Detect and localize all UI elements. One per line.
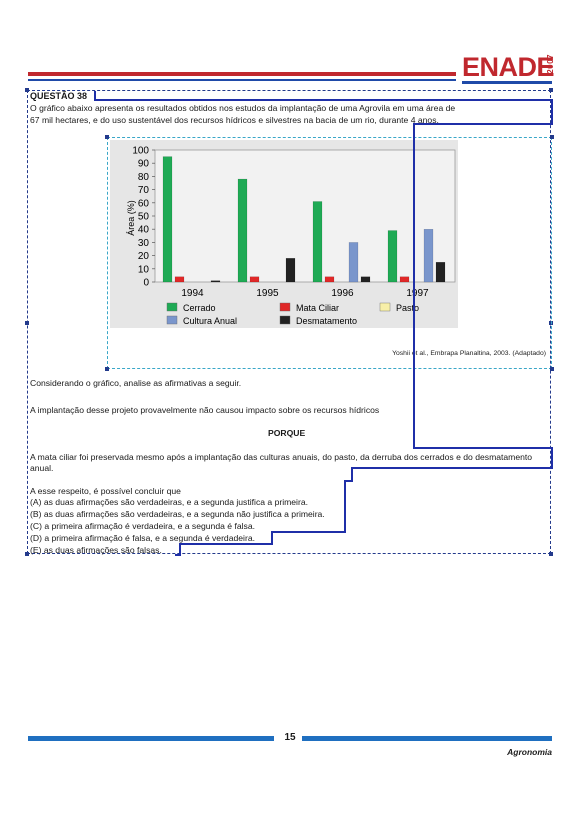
y-tick-label: 90 <box>138 159 150 170</box>
enade-logo-year: 2007 <box>546 54 555 74</box>
x-tick-label: 1995 <box>256 288 279 299</box>
legend-label-pasto: Pasto <box>396 303 419 313</box>
legend-swatch-desmatamento <box>279 315 291 325</box>
option-d[interactable]: (D) a primeira afirmação é falsa, e a se… <box>30 533 255 543</box>
x-tick-label: 1994 <box>181 288 204 299</box>
y-axis-label: Área (%) <box>126 200 136 236</box>
logo-underline <box>462 81 552 84</box>
bar-cerrado-1995 <box>237 178 248 283</box>
bar-desmatamento-1996 <box>360 276 371 283</box>
intro-line-1: O gráfico abaixo apresenta os resultados… <box>30 103 456 113</box>
legend-swatch-pasto <box>379 302 391 312</box>
y-tick-label: 30 <box>138 238 150 249</box>
y-tick-label: 100 <box>132 146 149 157</box>
legend-swatch-mata-ciliar <box>279 302 291 312</box>
course-name: Agronomia <box>507 747 552 757</box>
bar-mata-ciliar-1995 <box>249 276 260 283</box>
option-b[interactable]: (B) as duas afirmações são verdadeiras, … <box>30 509 325 519</box>
footer-bar-right <box>302 736 552 741</box>
plot-area <box>154 149 456 283</box>
legend-swatch-cerrado <box>166 302 178 312</box>
enade-logo: ENADE <box>462 52 555 82</box>
connector-porque: PORQUE <box>268 428 306 438</box>
bar-mata-ciliar-1996 <box>324 276 335 283</box>
option-c[interactable]: (C) a primeira afirmação é verdadeira, e… <box>30 521 255 531</box>
y-tick-label: 40 <box>138 225 150 236</box>
assertion-2-line-2: anual. <box>30 463 54 473</box>
legend-label-mata-ciliar: Mata Ciliar <box>296 303 339 313</box>
y-tick-label: 0 <box>143 278 149 289</box>
bar-cerrado-1994 <box>162 156 173 283</box>
y-tick-label: 70 <box>138 185 150 196</box>
x-tick-label: 1997 <box>406 288 429 299</box>
bar-desmatamento-1995 <box>285 258 296 283</box>
bar-cerrado-1996 <box>312 201 323 283</box>
question-title: QUESTÃO 38 <box>30 91 88 101</box>
assertion-1: A implantação desse projeto provavelment… <box>30 405 380 415</box>
option-e[interactable]: (E) as duas afirmações são falsas. <box>30 545 162 555</box>
chart-source: Yoshii et al., Embrapa Planaltina, 2003.… <box>392 350 546 357</box>
legend-label-desmatamento: Desmatamento <box>296 316 357 326</box>
bar-mata-ciliar-1994 <box>174 276 185 283</box>
intro-line-2: 67 mil hectares, e do uso sustentável do… <box>30 115 439 125</box>
bar-cultura-anual-1996 <box>348 242 359 283</box>
assertion-2-line-1: A mata ciliar foi preservada mesmo após … <box>30 452 533 462</box>
prompt-text: Considerando o gráfico, analise as afirm… <box>30 378 242 388</box>
legend-label-cultura-anual: Cultura Anual <box>183 316 237 326</box>
legend-swatch-cultura-anual <box>166 315 178 325</box>
bar-desmatamento-1997 <box>435 261 446 283</box>
y-tick-label: 20 <box>138 251 150 262</box>
footer-bar-left <box>28 736 274 741</box>
bar-cultura-anual-1997 <box>423 228 434 283</box>
bar-cerrado-1997 <box>387 230 398 283</box>
bar-desmatamento-1994 <box>210 280 221 283</box>
y-tick-label: 50 <box>138 212 150 223</box>
y-tick-label: 60 <box>138 198 150 209</box>
header-blue-rule <box>28 79 456 81</box>
y-tick-label: 10 <box>138 264 150 275</box>
x-tick-label: 1996 <box>331 288 354 299</box>
header-red-rule <box>28 72 456 76</box>
page-number: 15 <box>284 732 296 743</box>
lead-text: A esse respeito, é possível concluir que <box>30 486 181 496</box>
legend-label-cerrado: Cerrado <box>183 303 216 313</box>
y-tick-label: 80 <box>138 172 150 183</box>
option-a[interactable]: (A) as duas afirmações são verdadeiras, … <box>30 497 309 507</box>
bar-mata-ciliar-1997 <box>399 276 410 283</box>
